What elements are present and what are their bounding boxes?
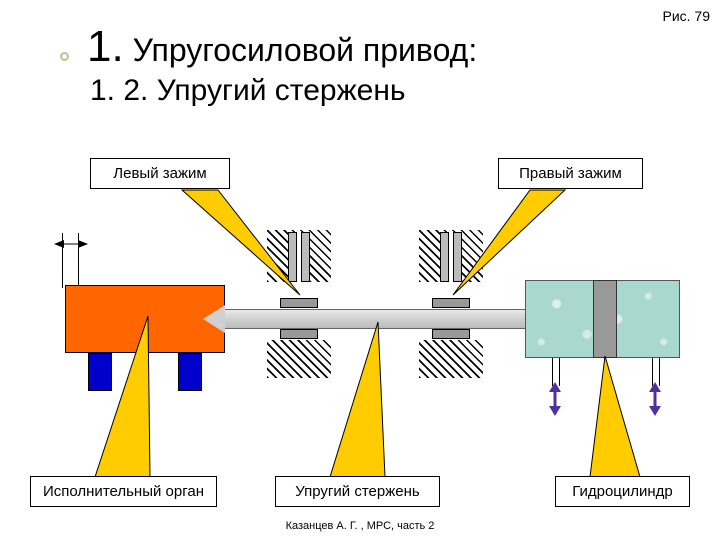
clamp-slot bbox=[448, 232, 454, 282]
diagram bbox=[0, 0, 720, 540]
footer: Казанцев А. Г. , МРС, часть 2 bbox=[0, 520, 720, 532]
label-actuator: Исполнительный орган bbox=[30, 476, 217, 507]
callouts bbox=[0, 0, 720, 540]
label-elastic-rod: Упругий стержень bbox=[275, 476, 440, 507]
dim-arrows bbox=[54, 238, 88, 250]
hatch bbox=[419, 340, 483, 378]
label-hydro-cylinder: Гидроцилиндр bbox=[555, 476, 690, 507]
piston bbox=[593, 280, 617, 358]
clamp-jaw bbox=[432, 298, 470, 308]
port-arrow-icon bbox=[640, 382, 670, 416]
clamp-jaw bbox=[280, 329, 318, 339]
clamp-jaw bbox=[432, 329, 470, 339]
support-right bbox=[178, 353, 202, 391]
hatch bbox=[267, 340, 331, 378]
clamp-jaw bbox=[280, 298, 318, 308]
rod-tip bbox=[203, 305, 225, 333]
port-arrow-icon bbox=[540, 382, 570, 416]
actuator-block bbox=[65, 285, 225, 353]
clamp-slot bbox=[296, 232, 302, 282]
support-left bbox=[88, 353, 112, 391]
